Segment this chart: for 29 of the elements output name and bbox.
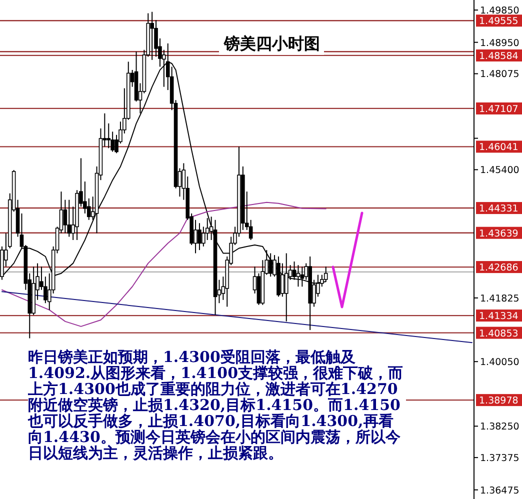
- text: 镑美四小时图: [223, 34, 320, 53]
- y-tick-label: 1.49850: [480, 6, 520, 17]
- ref-line-label: 1.48584: [479, 50, 518, 62]
- y-tick-label: 1.48075: [480, 69, 520, 80]
- y-tick-label: 1.48950: [480, 38, 520, 49]
- candlestick: [198, 222, 202, 251]
- candlestick: [67, 199, 72, 238]
- ref-line-label: 1.41334: [479, 311, 518, 322]
- candlestick: [106, 122, 111, 149]
- candlestick: [268, 252, 272, 278]
- y-tick-label: 1.40050: [480, 357, 520, 368]
- y-tick-label: 1.45400: [480, 165, 520, 176]
- ref-line-label: 1.47107: [479, 104, 518, 115]
- ref-line-label: 1.46041: [479, 142, 518, 154]
- annotation: 昨日镑美正如预期，1.4300受阻回落，最低触及1.4092.从图形来看，1.4100支撑较强，很难下破，而上方1.4300也成了重要的阻力位，激进者可在1.4270附近做空英镑，止损1.4320,目标1.4150。而1.4150也可以反手做多，止损1.4070,目标看向1.4300,再看向1.4430。预测今日英镑会在小的区间内震荡，所以今日以短线为主，灵活操作，止损紧跟。: [28, 348, 406, 462]
- y-tick-label: 1.38250: [480, 422, 520, 433]
- ref-line-label: 1.38978: [479, 396, 518, 407]
- y-tick-label: 1.36475: [480, 485, 520, 496]
- y-tick-label: 1.37375: [480, 453, 520, 464]
- ref-line-label: 1.40853: [479, 328, 518, 340]
- line-series: [1, 202, 326, 327]
- y-tick-label: 1.41825: [480, 293, 520, 304]
- ref-line-label: 1.42686: [479, 262, 518, 274]
- candlestick: [194, 219, 198, 254]
- ref-line-label: 1.43639: [479, 228, 518, 240]
- candlestick: [150, 11, 154, 60]
- candlestick: [63, 199, 68, 234]
- ref-line-label: 1.49555: [479, 16, 518, 28]
- ref-line-label: 1.44331: [479, 204, 518, 215]
